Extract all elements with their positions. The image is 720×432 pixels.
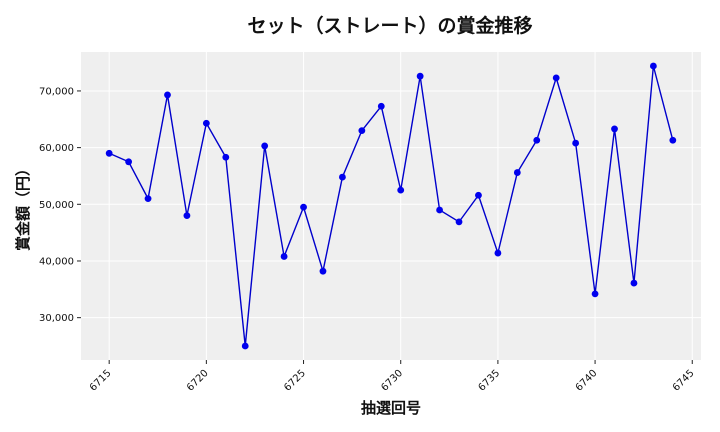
data-point — [202, 119, 210, 127]
data-point — [164, 91, 171, 99]
data-point — [125, 158, 133, 166]
data-point — [494, 249, 502, 257]
data-point — [105, 149, 113, 157]
data-point — [416, 72, 424, 80]
data-point — [300, 203, 307, 211]
series-line — [108, 65, 674, 347]
x-tick-label: 6740 — [574, 368, 600, 394]
y-tick-label: 30,000 — [39, 313, 74, 324]
data-points — [105, 62, 677, 350]
data-point — [513, 169, 521, 176]
x-tick-label: 6745 — [671, 368, 697, 394]
data-point — [144, 195, 152, 203]
data-point — [280, 253, 288, 260]
data-point — [591, 290, 599, 298]
y-axis-label: 賞金額（円） — [14, 161, 32, 251]
data-point — [339, 173, 346, 181]
x-axis-label: 抽選回号 — [361, 399, 421, 417]
x-tick-label: 6730 — [379, 368, 405, 394]
y-tick-label: 50,000 — [39, 200, 74, 211]
data-point — [241, 342, 249, 350]
data-point — [183, 212, 191, 220]
data-point — [436, 206, 443, 214]
x-tick-label: 6725 — [282, 368, 308, 394]
data-point — [669, 136, 677, 144]
data-point — [630, 279, 638, 287]
data-point — [319, 267, 327, 275]
data-point — [649, 62, 657, 70]
chart-title: セット（ストレート）の賞金推移 — [247, 14, 532, 37]
data-point — [358, 127, 366, 135]
x-tick-label: 6735 — [477, 368, 503, 394]
data-point — [475, 191, 482, 199]
y-axis-ticks: 30,000 40,000 50,000 60,000 70,000 — [39, 86, 81, 324]
data-point — [261, 142, 269, 150]
y-tick-label: 60,000 — [39, 143, 74, 154]
data-point — [397, 186, 405, 194]
data-point — [455, 218, 463, 226]
data-point — [572, 139, 580, 147]
x-tick-label: 6720 — [185, 368, 211, 394]
data-point — [552, 74, 560, 82]
grid-lines — [81, 52, 701, 360]
y-tick-label: 70,000 — [39, 86, 74, 97]
data-point — [377, 102, 385, 110]
data-point — [533, 136, 541, 144]
data-point — [611, 125, 618, 133]
x-tick-label: 6715 — [88, 368, 114, 394]
data-point — [222, 153, 230, 161]
y-tick-label: 40,000 — [39, 256, 74, 267]
plot-area — [81, 52, 701, 360]
x-axis-ticks: 6715 6720 6725 6730 6735 6740 6745 — [88, 360, 697, 394]
